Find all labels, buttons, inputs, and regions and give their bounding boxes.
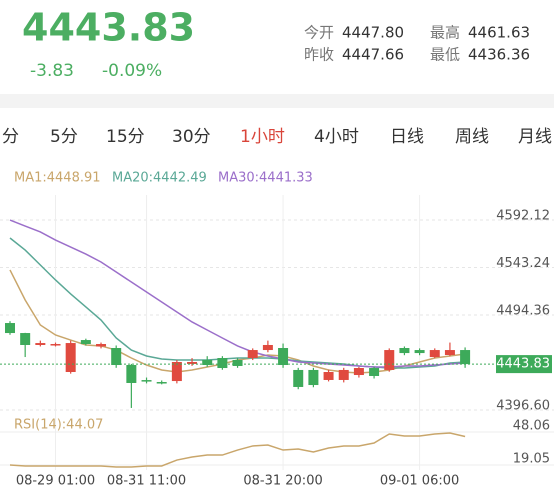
price: 4443.83 — [22, 6, 195, 50]
candle-body — [65, 343, 76, 373]
legend-entry: MA30:4441.33 — [218, 171, 313, 186]
legend-entry: MA1:4448.91 — [14, 171, 101, 186]
candle-body — [187, 361, 198, 364]
stat-value: 4447.80 — [342, 24, 404, 42]
last-price-label: 4443.83 — [496, 357, 550, 372]
candle-body — [384, 350, 395, 370]
candle-body — [171, 361, 182, 382]
candle-body — [111, 348, 122, 366]
change: -3.83 — [30, 61, 74, 81]
candle-body — [232, 359, 243, 366]
stat-label: 今开 — [304, 24, 334, 42]
candle-body — [35, 343, 46, 345]
candle-body — [80, 340, 91, 345]
candle-body — [141, 380, 152, 382]
change-pct: -0.09% — [102, 61, 162, 81]
stat-label: 最低 — [430, 46, 460, 64]
tab[interactable]: 30分 — [172, 127, 211, 147]
candle-body — [217, 358, 228, 369]
tab[interactable]: 周线 — [455, 127, 489, 147]
stat-label: 昨收 — [304, 46, 334, 64]
candle-body — [96, 344, 107, 347]
candle-body — [156, 382, 167, 384]
stat-value: 4436.36 — [468, 46, 530, 64]
last-price-tag — [496, 355, 552, 374]
rsi-line — [9, 432, 466, 468]
candle-body — [50, 344, 61, 346]
x-tick-label: 08-31 11:00 — [107, 474, 186, 489]
candle-body — [262, 344, 273, 351]
candle-body — [126, 365, 137, 383]
candle-body — [323, 372, 334, 380]
tab[interactable]: 4小时 — [314, 127, 359, 147]
candle-body — [308, 369, 319, 386]
tab[interactable]: 1小时 — [240, 127, 285, 147]
stat-value: 4447.66 — [342, 46, 404, 64]
x-tick-label: 08-29 01:00 — [16, 474, 95, 489]
candle-body — [429, 350, 440, 358]
y-tick-label: 48.06 — [513, 419, 550, 434]
y-tick-label: 19.05 — [513, 452, 550, 467]
separator — [0, 94, 554, 108]
candle-body — [278, 348, 289, 366]
tab[interactable]: 分 — [2, 127, 19, 147]
candle-body — [20, 333, 31, 345]
tab[interactable]: 月线 — [518, 127, 552, 147]
candle-body — [399, 348, 410, 354]
candle-body — [369, 368, 380, 376]
y-tick-label: 4543.24 — [496, 256, 550, 271]
legend-entry: MA20:4442.49 — [112, 171, 207, 186]
tab[interactable]: 5分 — [50, 127, 78, 147]
x-tick-label: 09-01 06:00 — [380, 474, 459, 489]
candle-body — [444, 350, 455, 355]
tab[interactable]: 15分 — [106, 127, 145, 147]
tab[interactable]: 日线 — [390, 127, 424, 147]
candle-body — [338, 369, 349, 380]
stat-label: 最高 — [430, 24, 460, 42]
candle-body — [460, 350, 471, 365]
x-tick-label: 08-31 20:00 — [243, 474, 322, 489]
candle-body — [414, 350, 425, 354]
candle-body — [5, 323, 15, 334]
y-tick-label: 4396.60 — [496, 399, 550, 414]
candle-body — [293, 369, 304, 387]
legend-entry: RSI(14):44.07 — [14, 418, 103, 433]
candle-body — [202, 359, 213, 366]
stat-value: 4461.63 — [468, 24, 530, 42]
y-tick-label: 4494.36 — [496, 304, 550, 319]
candle-body — [247, 350, 258, 359]
y-tick-label: 4592.12 — [496, 209, 550, 224]
candle-body — [353, 368, 364, 376]
